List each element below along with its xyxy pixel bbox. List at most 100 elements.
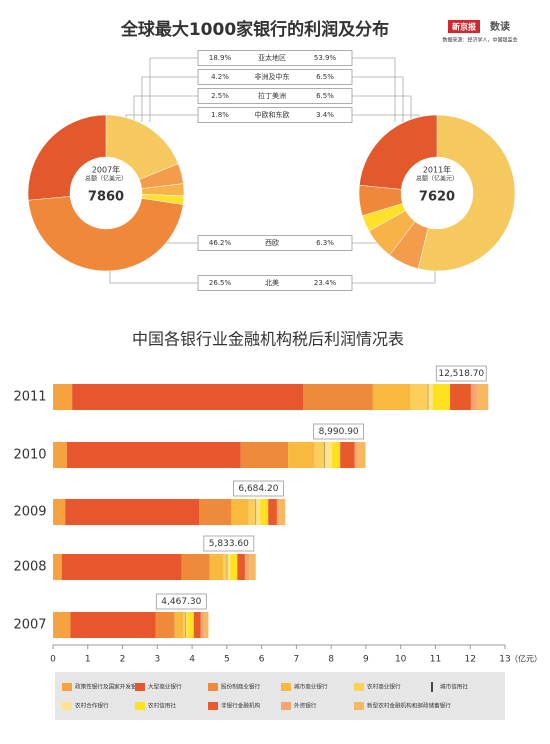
connector	[149, 57, 198, 122]
legend-swatch	[354, 702, 364, 710]
bar-segment	[432, 384, 451, 410]
legend-label: 农村商业银行	[367, 683, 401, 691]
bar-segment	[72, 384, 304, 410]
total-label: 5,833.60	[209, 539, 249, 549]
x-tick-label: 12	[465, 655, 476, 665]
legend-label: 大型商业银行	[148, 683, 182, 691]
share-label: 6.5%	[316, 92, 334, 100]
bar-segment	[209, 554, 224, 580]
x-tick-label: 4	[189, 655, 195, 665]
share-label: 46.2%	[209, 239, 232, 247]
legend-label: 农村信用社	[148, 702, 176, 710]
legend-swatch	[208, 683, 218, 691]
bar-segment	[61, 554, 182, 580]
connector	[352, 95, 412, 122]
legend-swatch	[135, 683, 145, 691]
bar-segment	[53, 442, 67, 468]
x-tick-label: 11	[430, 655, 441, 665]
x-tick-label: 8	[328, 655, 334, 665]
share-label: 6.3%	[316, 239, 334, 247]
brand: 数读	[490, 20, 510, 33]
bar-segment	[357, 442, 366, 468]
connector	[141, 76, 198, 122]
bar-segment	[204, 612, 209, 638]
total-box	[233, 480, 284, 497]
bar-segment	[340, 442, 355, 468]
bar-segment	[314, 442, 325, 468]
region-name: 西欧	[265, 238, 279, 247]
share-label: 2.5%	[211, 92, 229, 100]
share-label: 3.4%	[316, 111, 334, 119]
share-label: 53.9%	[314, 54, 337, 62]
x-tick-label: 3	[154, 655, 160, 665]
bar-segment	[470, 384, 477, 410]
bar-segment	[65, 499, 200, 525]
logo: 新京报	[452, 22, 476, 32]
source: 数据来源：经济学人，中国银监会	[442, 37, 517, 44]
connector	[352, 76, 404, 122]
donut-total-label: 总额（亿美元）	[416, 175, 458, 183]
legend-label: 农村合作银行	[75, 702, 109, 710]
bar-segment	[324, 442, 332, 468]
bar-segment	[237, 554, 245, 580]
donut-total: 7620	[419, 190, 455, 205]
legend-swatch	[281, 702, 291, 710]
share-label: 26.5%	[209, 279, 232, 287]
x-tick-label: 9	[363, 655, 369, 665]
bar-segment	[53, 554, 62, 580]
donut-total-label: 总额（亿美元）	[85, 175, 127, 183]
region-name: 北美	[265, 278, 279, 287]
bar-segment	[193, 612, 201, 638]
bar-segment	[53, 384, 73, 410]
legend-row	[197, 107, 353, 123]
bar-segment	[249, 554, 256, 580]
bar-segment	[331, 442, 341, 468]
y-tick-label: 2009	[13, 505, 46, 520]
bar-segment	[183, 612, 186, 638]
bar-segment	[428, 384, 433, 410]
legend-label: 非银行金融机构	[221, 702, 261, 710]
legend-row	[197, 88, 353, 104]
x-tick-label: 7	[294, 655, 300, 665]
connector	[125, 114, 198, 122]
donut-total: 7860	[88, 190, 124, 205]
bar-segment	[187, 612, 194, 638]
donut-hole	[401, 157, 473, 229]
y-tick-label: 2007	[13, 618, 46, 633]
bar-segment	[66, 442, 241, 468]
donut-title: 全球最大1000家银行的利润及分布	[120, 19, 389, 40]
region-name: 中欧和东欧	[255, 110, 290, 119]
total-label: 8,990.90	[319, 427, 359, 437]
bar-segment	[185, 612, 188, 638]
bar-segment	[181, 554, 210, 580]
bar-segment	[227, 554, 231, 580]
bar-segment	[279, 499, 286, 525]
bar-segment	[244, 554, 250, 580]
share-label: 6.5%	[316, 73, 334, 81]
bar-segment	[410, 384, 428, 410]
legend-label: 股份制商业银行	[221, 683, 261, 691]
connector	[133, 95, 198, 122]
legend-swatch	[431, 682, 433, 692]
bar-segment	[303, 384, 373, 410]
legend-label: 城市商业银行	[294, 683, 328, 691]
share-label: 18.9%	[209, 54, 232, 62]
bar-segment	[354, 442, 358, 468]
legend-row	[197, 275, 353, 291]
bar-segment	[231, 499, 249, 525]
total-label: 6,684.20	[238, 484, 278, 494]
legend-swatch	[62, 702, 72, 710]
x-tick-label: 0	[50, 655, 56, 665]
legend-row	[197, 50, 353, 66]
bar-title: 中国各银行业金融机构税后利润情况表	[132, 330, 404, 349]
total-label: 12,518.70	[438, 369, 484, 379]
y-tick-label: 2010	[13, 448, 46, 463]
legend-row	[197, 235, 353, 251]
bar-segment	[240, 442, 289, 468]
logo-box	[448, 20, 480, 33]
legend-swatch	[281, 683, 291, 691]
legend-swatch	[354, 683, 364, 691]
total-box	[435, 365, 487, 382]
total-box	[155, 593, 207, 610]
